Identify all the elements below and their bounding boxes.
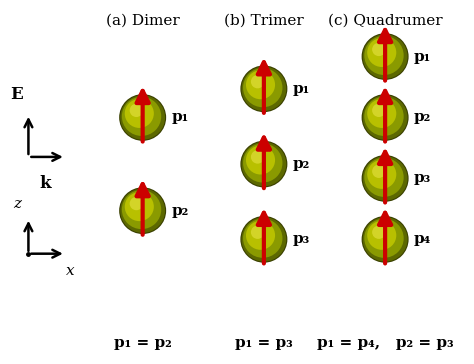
Ellipse shape [119, 187, 166, 234]
Ellipse shape [240, 66, 287, 112]
Ellipse shape [372, 104, 385, 117]
Ellipse shape [362, 94, 409, 141]
Ellipse shape [240, 216, 287, 263]
Ellipse shape [122, 190, 161, 229]
Ellipse shape [365, 158, 404, 197]
Ellipse shape [125, 99, 154, 128]
Ellipse shape [362, 216, 409, 263]
Text: p₃: p₃ [414, 171, 431, 185]
Ellipse shape [363, 217, 408, 262]
Text: (c) Quadrumer: (c) Quadrumer [328, 13, 442, 28]
Ellipse shape [120, 189, 165, 233]
Ellipse shape [246, 146, 275, 174]
Ellipse shape [243, 68, 283, 107]
Text: p₁ = p₂: p₁ = p₂ [114, 336, 172, 351]
Text: p₃: p₃ [293, 232, 310, 246]
Text: p₁: p₁ [293, 82, 310, 96]
Ellipse shape [251, 226, 264, 239]
Ellipse shape [362, 155, 409, 202]
Text: p₂: p₂ [172, 204, 189, 218]
Ellipse shape [367, 160, 396, 189]
Text: k: k [39, 175, 51, 192]
Text: E: E [10, 86, 23, 103]
Ellipse shape [246, 70, 275, 99]
Text: z: z [13, 197, 21, 211]
Ellipse shape [363, 156, 408, 201]
Ellipse shape [363, 34, 408, 79]
Ellipse shape [372, 226, 385, 239]
Ellipse shape [362, 33, 409, 80]
Ellipse shape [367, 99, 396, 128]
Ellipse shape [251, 75, 264, 88]
Ellipse shape [365, 219, 404, 258]
Ellipse shape [367, 38, 396, 67]
Ellipse shape [241, 67, 286, 111]
Ellipse shape [243, 219, 283, 258]
Ellipse shape [365, 36, 404, 75]
Ellipse shape [363, 95, 408, 140]
Text: p₂: p₂ [414, 111, 431, 124]
Text: (a) Dimer: (a) Dimer [106, 13, 180, 28]
Text: p₁: p₁ [414, 50, 431, 64]
Ellipse shape [120, 95, 165, 140]
Ellipse shape [372, 43, 385, 56]
Text: p₁: p₁ [172, 111, 189, 124]
Ellipse shape [241, 217, 286, 262]
Ellipse shape [130, 197, 143, 210]
Ellipse shape [240, 141, 287, 187]
Ellipse shape [365, 97, 404, 136]
Ellipse shape [243, 143, 283, 182]
Ellipse shape [241, 142, 286, 186]
Ellipse shape [125, 192, 154, 221]
Ellipse shape [122, 97, 161, 136]
Ellipse shape [251, 150, 264, 164]
Text: p₁ = p₃: p₁ = p₃ [235, 336, 293, 351]
Ellipse shape [372, 165, 385, 178]
Ellipse shape [246, 221, 275, 250]
Text: p₂: p₂ [293, 157, 310, 171]
Ellipse shape [130, 104, 143, 117]
Text: (b) Trimer: (b) Trimer [224, 13, 304, 28]
Ellipse shape [119, 94, 166, 141]
Ellipse shape [367, 221, 396, 250]
Text: x: x [66, 264, 75, 278]
Text: p₁ = p₄,   p₂ = p₃: p₁ = p₄, p₂ = p₃ [317, 336, 454, 351]
Text: p₄: p₄ [414, 232, 431, 246]
